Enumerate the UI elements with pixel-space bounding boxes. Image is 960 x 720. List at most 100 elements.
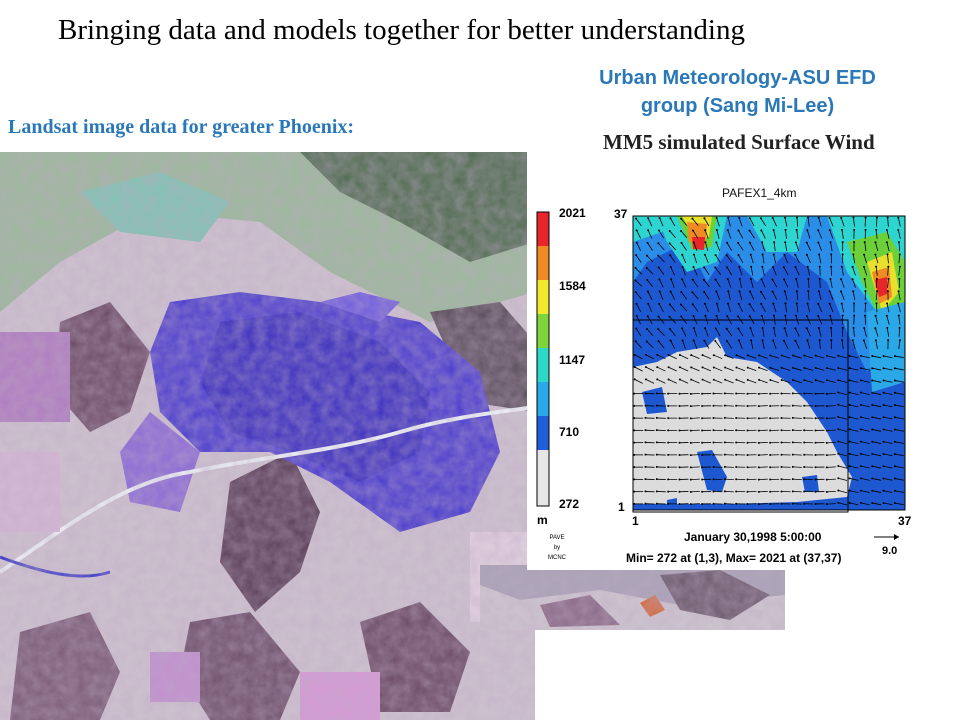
wind-vector-head [848,440,851,443]
wind-vector-head [882,354,885,357]
wind-vector [792,367,802,371]
wind-vector [738,217,743,227]
wind-vector [872,502,882,506]
wind-vector-head [791,404,794,407]
wind-vector-head [735,417,738,420]
wind-vector [705,315,709,325]
wind-vector [682,340,686,350]
wind-vector-head [803,404,806,407]
wind-vector [795,266,800,276]
wind-vector-head [772,326,775,329]
wind-vector [772,279,778,288]
wind-vector [872,478,882,481]
wind-vector [727,291,731,301]
wind-vector-head [635,229,638,232]
wind-vector-head [840,278,843,281]
wind-vector-head [645,340,648,343]
wind-vector-head [712,502,715,505]
wind-vector-head [715,216,718,219]
wind-vector-head [848,367,851,370]
wind-vector-head [735,490,738,493]
wind-vector [883,367,893,371]
wind-vector-head [817,327,820,330]
wind-vector-head [848,489,851,492]
wind-vector [670,291,676,300]
wind-vector-head [841,339,844,342]
wind-vector-head [830,326,833,329]
wind-vector [894,367,904,371]
wind-vector-head [735,404,738,407]
wind-vector [635,218,642,227]
wind-vector [635,328,642,337]
wind-vector [860,355,870,359]
wind-vector [785,229,787,239]
wind-vector [737,316,744,325]
wind-vector [875,242,879,252]
wind-vector-head [704,327,707,330]
wind-vector [883,453,893,457]
wind-vector [693,315,698,325]
wind-vector-head [715,302,718,305]
wind-vector [795,278,799,288]
wind-vector [783,266,789,276]
wind-vector-head [703,266,706,269]
wind-vector [872,355,882,359]
wind-vector-head [678,366,681,369]
wind-vector [894,441,904,444]
wind-vector-head [633,392,636,395]
wind-vector-head [791,392,794,395]
wind-vector [657,354,666,360]
wind-vector-head [712,404,715,407]
wind-vector [761,315,766,325]
wind-vector-head [667,466,670,469]
wind-vector-head [886,216,889,219]
wind-vector [894,453,904,457]
wind-vector [794,254,800,264]
wind-vector [860,416,870,420]
wind-vector-head [837,477,840,480]
wind-vector-head [893,465,896,468]
wind-vector [659,217,664,227]
wind-vector-head [738,277,741,280]
mm5-heading: MM5 simulated Surface Wind [603,130,875,154]
wind-vector-head [803,441,806,444]
wind-vector [849,453,859,457]
wind-vector [840,279,845,288]
wind-vector-head [748,303,751,306]
wind-vector-head [689,466,692,469]
wind-vector [817,315,823,325]
legend-unit: m [537,513,548,527]
wind-vector-head [715,290,718,293]
wind-vector [646,255,654,263]
wind-vector [898,327,900,337]
wind-vector-head [678,417,681,420]
wind-vector [646,267,654,275]
wind-vector-head [837,501,840,504]
wind-vector-head [727,216,730,219]
wind-vector-head [825,354,828,357]
wind-vector [806,242,811,251]
wind-vector-head [886,302,889,305]
wind-vector [692,218,699,226]
wind-vector-head [814,417,817,420]
wind-vector [659,291,664,300]
wind-vector-head [898,326,901,329]
wind-vector-head [691,278,694,281]
wind-vector-head [825,503,828,506]
wind-vector-head [746,366,749,369]
wind-vector-head [772,253,775,256]
wind-vector [679,354,689,360]
wind-vector [750,254,754,264]
wind-vector-head [830,339,833,342]
wind-vector-head [712,416,715,419]
wind-vector-head [746,404,749,407]
wind-vector [804,367,814,371]
wind-vector-head [635,315,638,318]
wind-vector-head [897,290,900,293]
wind-vector-head [680,241,683,244]
wind-vector [864,242,867,252]
wind-vector [645,366,655,372]
wind-vector-head [840,216,843,219]
wind-vector [762,340,765,350]
wind-vector [714,340,722,349]
